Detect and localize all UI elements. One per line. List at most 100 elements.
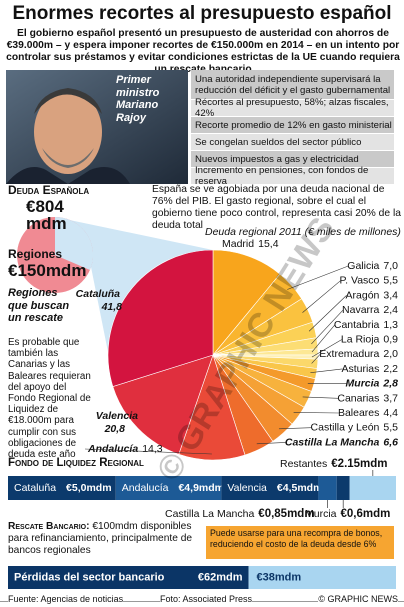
slice-value: 41,8: [101, 301, 123, 313]
leader-line: [311, 339, 343, 358]
segment-name: Andalucía: [122, 482, 169, 494]
slice-name: P. Vasco: [340, 274, 380, 286]
title: Enormes recortes al presupuesto español: [12, 3, 392, 24]
bank-title: Rescate Bancario:: [8, 521, 90, 532]
bar-segment: [8, 476, 116, 500]
slice-value: 5,5: [383, 274, 398, 286]
bar-segment: [8, 566, 249, 589]
photo: [6, 70, 188, 184]
slice-value: 20,8: [104, 423, 126, 435]
pie-slice: [107, 249, 214, 387]
slice-value: 15,4: [258, 238, 279, 250]
segment-value: €38mdm: [257, 571, 302, 583]
segment-name: Castilla La Mancha: [165, 508, 254, 520]
measure: Una autoridad independiente supervisará …: [191, 70, 394, 99]
segment-name: Restantes: [280, 458, 327, 470]
slice-name: Castilla y León: [311, 421, 380, 433]
segment-value: €4,5mdm: [277, 482, 323, 494]
leader-line: [293, 412, 339, 414]
bank-annotation: Puede usarse para una recompra de bonos,…: [206, 526, 394, 559]
slice-value: 2,0: [383, 348, 398, 360]
slice-value: 14,3: [142, 443, 163, 455]
slice-name: Navarra: [342, 304, 380, 316]
segment-value: €62mdm: [198, 571, 243, 583]
slice-label: Baleares 4,4: [338, 407, 398, 419]
bar-segment: [115, 476, 222, 500]
slice-name: Canarias: [337, 392, 379, 404]
leader-line: [256, 442, 286, 445]
slice-label: Aragón 3,4: [346, 289, 399, 301]
leader-line: [287, 265, 349, 290]
leader-line: [310, 368, 343, 373]
slice-value: 3,7: [383, 392, 398, 404]
slice-name: Andalucía: [87, 443, 138, 455]
slice-value: 6,6: [383, 436, 398, 448]
slice-name: Murcia: [346, 377, 380, 389]
slice-label: Cantabria 1,3: [334, 319, 398, 331]
segment-name: Pérdidas del sector bancario: [14, 571, 165, 583]
slice-label: Canarias 3,7: [337, 392, 398, 404]
slice-label: Navarra 2,4: [342, 304, 398, 316]
regions-note: Es probable que también las Canarias y l…: [8, 337, 91, 461]
segment-value: €4,9mdm: [178, 482, 224, 494]
slice-value: 2,8: [382, 377, 398, 389]
fund-title: Fondo de Liquidez Regional: [8, 457, 144, 469]
segment-value: €0,6mdm: [341, 508, 391, 520]
debt-label: Deuda Española: [8, 183, 90, 197]
slice-label: Madrid 15,4: [222, 238, 279, 250]
bar-segment: [336, 476, 350, 500]
slice-label: P. Vasco 5,5: [340, 274, 399, 286]
slice-name: Baleares: [338, 407, 379, 419]
slice-label: Andalucía 14,3: [87, 443, 163, 455]
measure: Incremento en pensiones, con fondos de r…: [191, 165, 394, 187]
slice-label: La Rioja 0,9: [341, 333, 398, 345]
slice-name: Madrid: [222, 238, 254, 250]
slice-label: Castilla La Mancha 6,6: [285, 436, 398, 448]
slice-value: 1,3: [383, 319, 398, 331]
slice-label: Asturias 2,2: [341, 363, 398, 375]
slice-name: Cantabria: [334, 319, 380, 331]
measure: Se congelan sueldos del sector público: [191, 134, 394, 150]
regions-subtitle: Regiones que buscan un rescate: [8, 287, 70, 324]
slice-label: Cataluña: [76, 288, 121, 300]
segment-value: €5,0mdm: [66, 482, 112, 494]
slice-name: La Rioja: [341, 333, 380, 345]
measure: Récortes al presupuesto, 58%; alzas fisc…: [191, 97, 394, 119]
bank-subtitle: €100mdm disponibles para refinanciamient…: [8, 521, 193, 556]
slice-value: 4,4: [383, 407, 398, 419]
intro: El gobierno español presentó un presupue…: [6, 28, 400, 75]
slice-name: Castilla La Mancha: [285, 436, 380, 448]
slice-value: 0,9: [383, 333, 398, 345]
slice-label: Castilla y León 5,5: [311, 421, 399, 433]
bank-text: Rescate Bancario: €100mdm disponibles pa…: [8, 521, 208, 557]
slice-name: Asturias: [341, 363, 379, 375]
bar-segment: [349, 476, 396, 500]
segment-name: Murcia: [305, 508, 337, 520]
slice-name: Extremadura: [319, 348, 379, 360]
bar-segment: [248, 566, 396, 589]
slice-value: 7,0: [383, 260, 398, 272]
leader-line: [302, 396, 339, 399]
measure: Recorte promedio de 12% en gasto ministe…: [191, 117, 394, 133]
photo-caption: Primer ministro Mariano Rajoy: [116, 74, 160, 124]
segment-label: Castilla La Mancha €0,85mdm: [165, 508, 315, 520]
slice-value: 3,4: [383, 289, 398, 301]
regions-value: €150mdm: [8, 261, 87, 280]
pie-slice: [212, 249, 281, 356]
debt-value: €804 mdm: [26, 197, 67, 233]
leader-line: [311, 324, 336, 353]
segment-label: Murcia €0,6mdm: [305, 508, 390, 520]
slice-name: Galicia: [347, 260, 379, 272]
footer-source: Fuente: Agencias de noticias: [8, 594, 124, 604]
leader-line: [278, 427, 312, 430]
regions-label: Regiones: [8, 247, 63, 261]
debt-regional-wedge: [55, 216, 94, 270]
slice-label: Galicia 7,0: [347, 260, 398, 272]
slice-value: 5,5: [383, 421, 398, 433]
footer-credit: © GRAPHIC NEWS: [318, 594, 398, 604]
segment-label: Restantes €2.15mdm: [280, 458, 388, 470]
segment-value: €0,85mdm: [258, 508, 314, 520]
segment-name: Cataluña: [14, 482, 56, 494]
leader-line: [311, 309, 344, 345]
bar-segment: [318, 476, 337, 500]
